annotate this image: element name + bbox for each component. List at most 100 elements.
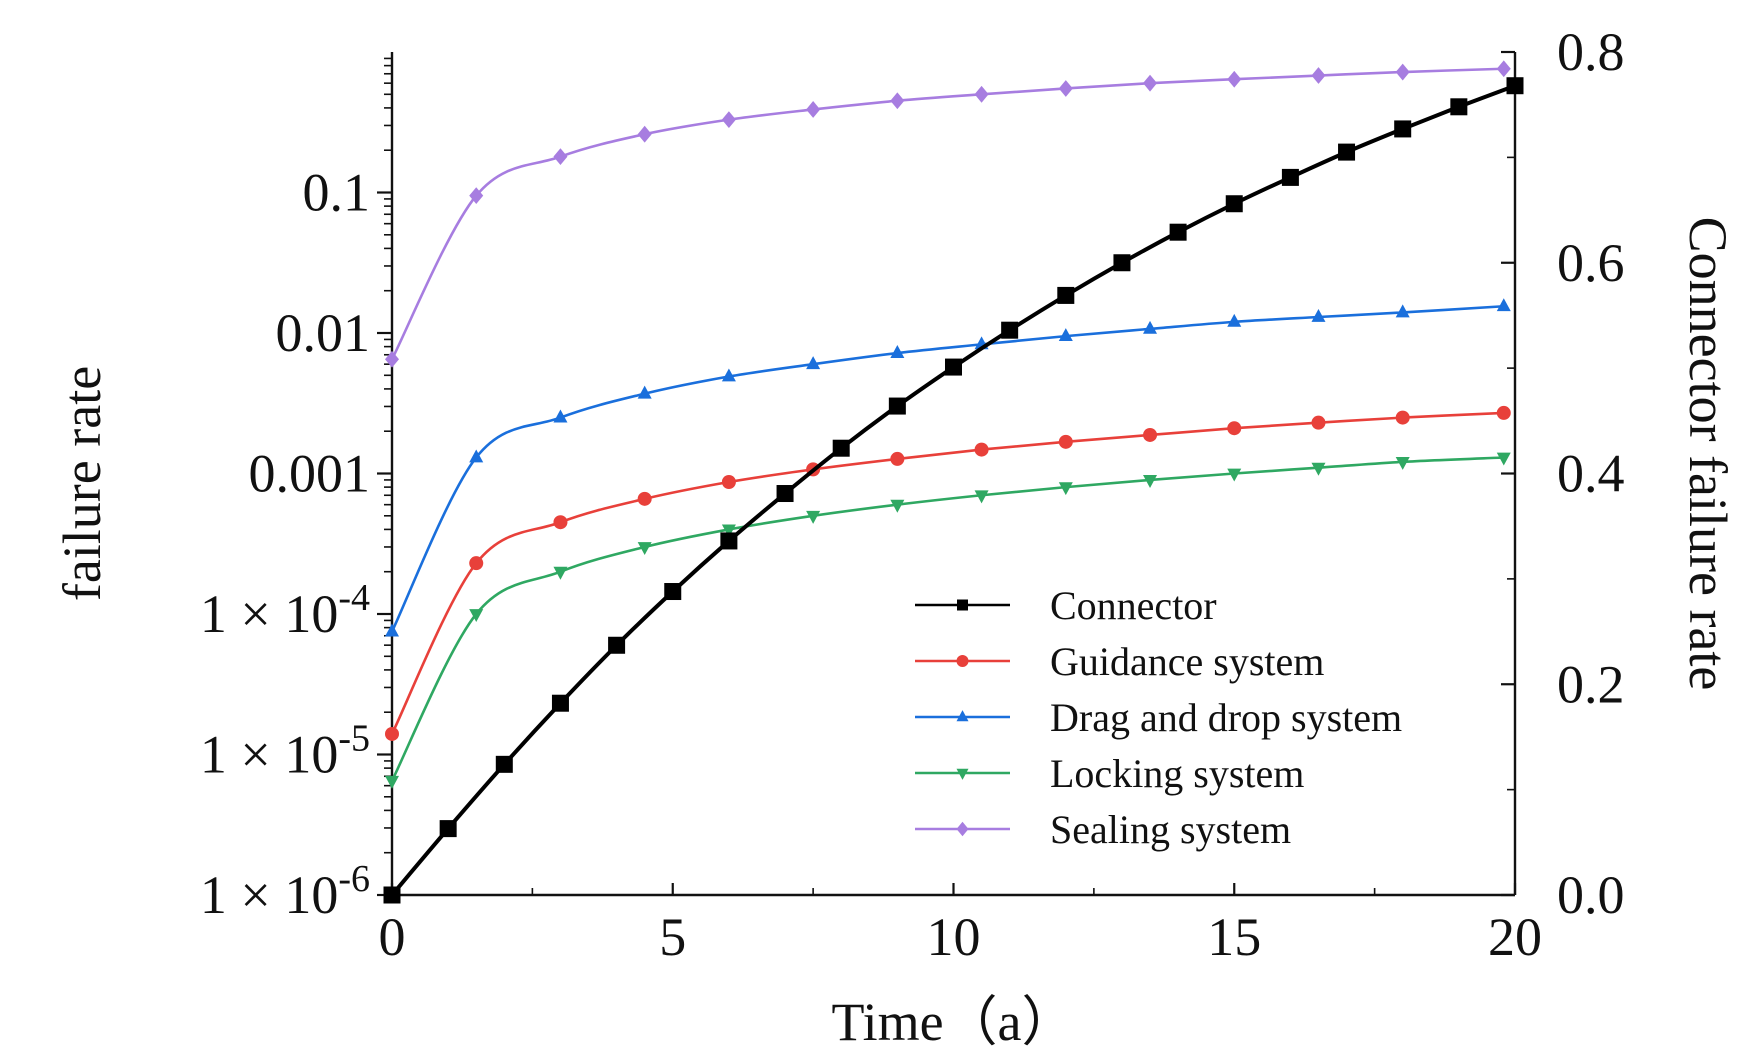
data-point-guidance-system [1395, 410, 1410, 425]
data-point-locking-system [553, 566, 568, 580]
legend-marker [956, 768, 969, 780]
data-point-connector [1338, 143, 1356, 161]
data-point-sealing-system [385, 350, 399, 368]
data-point-drag-and-drop-system [1496, 298, 1511, 312]
data-point-connector [551, 694, 569, 712]
data-point-sealing-system [469, 187, 484, 205]
data-point-connector [1506, 77, 1524, 95]
data-point-sealing-system [1496, 60, 1511, 78]
data-point-drag-and-drop-system [553, 409, 568, 423]
series-locking-system [385, 452, 1511, 789]
data-point-drag-and-drop-system [1143, 320, 1158, 334]
data-point-sealing-system [1058, 80, 1073, 97]
legend: Connector Guidance system Drag and drop sy… [915, 583, 1402, 852]
series-line-sealing-system [390, 67, 1504, 360]
data-point-connector [1450, 98, 1468, 116]
y-right-axis-title: Connector failure rate [1678, 217, 1738, 691]
data-point-connector [1057, 286, 1075, 304]
y-right-tick-label: 0.0 [1557, 865, 1625, 925]
data-point-sealing-system [974, 85, 989, 103]
series-line-guidance-system [390, 411, 1504, 735]
data-point-sealing-system [1395, 63, 1410, 81]
y-right-tick-label: 0.8 [1557, 22, 1625, 82]
data-point-locking-system [1058, 482, 1073, 496]
legend-marker [956, 710, 969, 722]
data-point-connector [664, 583, 682, 601]
data-point-guidance-system [1227, 421, 1242, 436]
data-point-guidance-system [637, 491, 652, 506]
legend-item-sealing-system: Sealing system [915, 807, 1291, 852]
x-tick-label: 0 [379, 907, 406, 967]
data-point-drag-and-drop-system [721, 368, 736, 382]
x-tick-label: 10 [927, 907, 981, 967]
data-point-guidance-system [1058, 434, 1073, 449]
data-point-drag-and-drop-system [469, 449, 484, 463]
data-point-drag-and-drop-system [1311, 308, 1326, 322]
data-point-drag-and-drop-system [806, 356, 821, 370]
y-right-tick-label: 0.6 [1557, 233, 1625, 293]
data-point-connector [1394, 120, 1412, 138]
y-left-tick-label: 0.1 [303, 163, 371, 223]
data-point-locking-system [385, 775, 399, 789]
data-point-locking-system [469, 609, 484, 623]
y-left-tick-label: 1 × 10-6 [200, 858, 370, 925]
data-point-drag-and-drop-system [1227, 313, 1242, 327]
series-drag-and-drop-system [385, 298, 1511, 637]
data-point-guidance-system [721, 474, 736, 489]
data-point-connector [720, 532, 738, 550]
data-point-locking-system [1227, 468, 1242, 482]
series-guidance-system [385, 405, 1511, 741]
data-point-sealing-system [637, 125, 652, 143]
data-point-guidance-system [1496, 405, 1511, 420]
data-point-locking-system [890, 499, 905, 513]
legend-label: Drag and drop system [1050, 695, 1402, 740]
series-line-drag-and-drop-system [390, 304, 1504, 633]
y-left-tick-label: 1 × 10-4 [200, 577, 370, 644]
data-point-locking-system [1311, 462, 1326, 476]
x-axis-title: Time（a） [831, 992, 1075, 1052]
data-point-connector [888, 397, 906, 415]
data-point-connector [1001, 321, 1019, 339]
data-point-drag-and-drop-system [1058, 328, 1073, 342]
y-left-tick-label: 0.001 [249, 444, 371, 504]
legend-item-guidance-system: Guidance system [915, 639, 1324, 684]
data-point-guidance-system [469, 556, 484, 571]
y-right-tick-label: 0.4 [1557, 444, 1625, 504]
data-point-sealing-system [1311, 67, 1326, 84]
data-point-guidance-system [974, 442, 989, 457]
y-left-tick-label: 1 × 10-5 [200, 718, 370, 785]
data-point-sealing-system [1227, 70, 1242, 88]
data-point-sealing-system [890, 92, 905, 110]
data-point-sealing-system [721, 111, 736, 129]
y-left-axis-title: failure rate [52, 366, 112, 601]
data-point-locking-system [1395, 456, 1410, 470]
data-point-connector [495, 755, 513, 773]
data-point-connector [945, 358, 962, 376]
data-point-guidance-system [1143, 427, 1158, 442]
data-point-guidance-system [553, 515, 568, 530]
x-tick-label: 15 [1207, 907, 1261, 967]
data-point-drag-and-drop-system [385, 623, 399, 637]
axes: 0 5 10 15 20 1 × 10-6 1 × 10-5 1 × 10-4 0.001 0.0… [200, 22, 1625, 967]
legend-marker [957, 599, 968, 611]
data-point-drag-and-drop-system [637, 385, 652, 399]
data-point-drag-and-drop-system [1395, 304, 1410, 318]
data-point-locking-system [721, 524, 736, 538]
data-point-connector [1281, 168, 1299, 186]
legend-label: Connector [1050, 583, 1217, 628]
data-point-sealing-system [1143, 74, 1158, 92]
legend-item-connector: Connector [915, 583, 1217, 628]
data-point-locking-system [1496, 452, 1511, 466]
data-point-drag-and-drop-system [890, 344, 905, 358]
data-point-locking-system [637, 542, 652, 556]
data-point-sealing-system [553, 148, 568, 166]
data-point-connector [1113, 254, 1131, 272]
data-point-guidance-system [385, 726, 399, 741]
y-left-tick-label: 0.01 [276, 303, 371, 363]
legend-marker [956, 821, 969, 837]
legend-marker [956, 655, 969, 667]
data-point-connector [832, 439, 850, 457]
data-point-guidance-system [890, 451, 905, 466]
data-point-connector [608, 636, 626, 654]
